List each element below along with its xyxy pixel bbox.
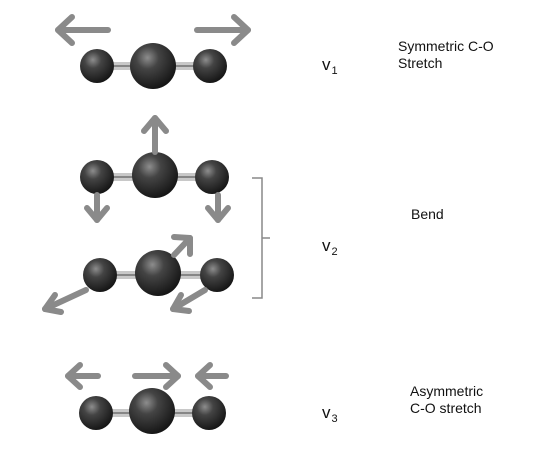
oxygen-atom-left [80,49,114,83]
oxygen-atom-left [80,160,114,194]
symbol-text: v [322,55,331,74]
mode-2a-molecule [80,152,229,198]
arrow-down-icon [205,192,231,223]
mode-3-label: Asymmetric C-O stretch [410,383,483,417]
label-line-2: Stretch [398,55,443,71]
oxygen-atom-right [192,396,226,430]
arrow-right-icon [194,14,251,46]
mode-2b-arrows [42,234,208,315]
oxygen-atom-right [195,160,229,194]
oxygen-atom-left [83,258,117,292]
oxygen-atom-right [200,258,234,292]
symbol-subscript: 1 [331,65,338,77]
arrow-down-icon [84,192,110,223]
label-line-1: Symmetric C-O [398,38,494,54]
mode-2-bracket [252,177,263,299]
arrow-down-left-icon [170,287,208,314]
mode-2-symbol: v2 [322,236,338,258]
label-line-1: Asymmetric [410,383,484,399]
arrow-up-icon [141,115,169,155]
arrow-down-left-icon [42,287,89,315]
mode-1-symbol: v1 [322,55,338,77]
mode-1-molecule [80,43,227,89]
mode-2-label: Bend [411,206,444,223]
mode-2a-arrows [84,115,231,223]
mode-1-label: Symmetric C-O Stretch [398,38,494,72]
carbon-atom [135,250,181,296]
mode-1-arrows [55,14,251,46]
arrow-left-icon [195,362,229,390]
arrow-right-icon [132,362,181,390]
mode-3-molecule [79,388,226,434]
arrow-up-right-icon [171,234,193,258]
mode-3-symbol: v3 [322,403,338,425]
mode-3-arrows [65,362,229,390]
label-line-1: Bend [411,206,444,222]
arrow-left-icon [55,14,111,46]
carbon-atom [130,43,176,89]
symbol-subscript: 2 [331,246,338,258]
symbol-text: v [322,403,331,422]
oxygen-atom-right [193,49,227,83]
symbol-subscript: 3 [331,413,338,425]
oxygen-atom-left [79,396,113,430]
symbol-text: v [322,236,331,255]
mode-2b-molecule [83,250,234,296]
carbon-atom [132,152,178,198]
carbon-atom [129,388,175,434]
label-line-2: C-O stretch [410,400,482,416]
arrow-left-icon [65,362,101,390]
